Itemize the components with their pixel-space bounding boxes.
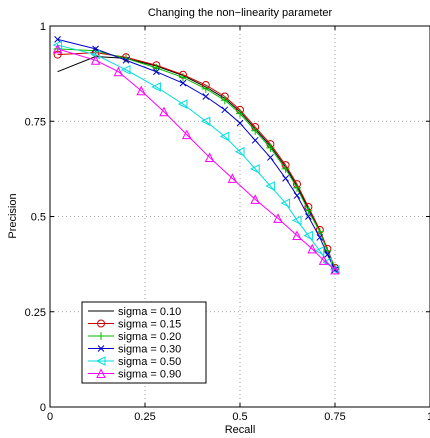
x-tick-label: 0.75 <box>324 411 345 423</box>
legend-marker <box>96 368 106 378</box>
series-line <box>57 48 336 269</box>
data-point <box>221 106 229 114</box>
y-tick-label: 0.25 <box>25 307 46 319</box>
series-5 <box>52 43 340 275</box>
x-axis-label: Recall <box>225 424 256 436</box>
data-point <box>329 265 340 275</box>
data-point <box>54 35 61 43</box>
data-point <box>179 73 187 82</box>
data-point <box>273 213 283 223</box>
y-tick-label: 0 <box>40 402 46 414</box>
legend-item: sigma = 0.30 <box>88 344 181 356</box>
data-point <box>122 54 130 63</box>
y-tick-label: 0.75 <box>25 116 46 128</box>
data-point <box>250 194 261 204</box>
data-point <box>251 136 259 144</box>
series-line <box>57 52 336 269</box>
data-point <box>220 96 229 105</box>
data-point <box>204 152 215 162</box>
legend-item: sigma = 0.10 <box>88 306 181 318</box>
data-point <box>292 230 302 241</box>
data-series <box>52 35 340 275</box>
data-point <box>153 68 160 76</box>
data-point <box>303 230 313 241</box>
data-point <box>120 65 131 75</box>
legend-box <box>81 301 207 384</box>
data-point <box>201 84 210 93</box>
data-point <box>291 215 302 226</box>
data-point <box>236 109 244 118</box>
x-tick-label: 0 <box>47 411 53 423</box>
series-line <box>57 38 336 271</box>
series-2 <box>53 44 339 272</box>
legend-label: sigma = 0.10 <box>118 306 181 318</box>
y-tick-label: 0.5 <box>31 212 46 224</box>
data-point <box>152 63 161 72</box>
data-point <box>236 119 244 127</box>
data-point <box>202 93 210 100</box>
data-point <box>330 264 340 275</box>
legend-label: sigma = 0.20 <box>118 331 181 343</box>
legend-label: sigma = 0.90 <box>118 369 181 381</box>
data-point <box>90 55 101 65</box>
data-point <box>92 45 99 53</box>
data-point <box>251 126 260 135</box>
data-point <box>52 43 63 54</box>
data-point <box>177 99 188 109</box>
data-point <box>151 82 161 92</box>
series-line <box>57 44 336 271</box>
legend-label: sigma = 0.30 <box>118 344 181 356</box>
legend-item: sigma = 0.20 <box>88 331 181 343</box>
data-point <box>280 198 291 208</box>
legend-item: sigma = 0.15 <box>88 319 181 331</box>
data-point <box>267 154 274 161</box>
data-point <box>324 251 331 258</box>
y-axis-label: Precision <box>7 193 19 238</box>
data-point <box>136 85 147 96</box>
data-point <box>318 255 329 265</box>
legend-label: sigma = 0.50 <box>118 356 181 368</box>
legend-marker <box>95 356 106 366</box>
data-point <box>227 173 238 183</box>
x-tick-label: 0.5 <box>232 411 247 423</box>
legend-item: sigma = 0.90 <box>88 368 181 381</box>
x-tick-label: 0.25 <box>134 411 155 423</box>
data-point <box>181 129 192 140</box>
grid-lines <box>50 26 430 407</box>
legend-marker <box>97 332 105 340</box>
data-point <box>52 40 63 50</box>
legend-marker <box>97 345 105 352</box>
x-tick-label: 1 <box>427 411 430 423</box>
data-point <box>219 131 230 142</box>
legend-item: sigma = 0.50 <box>88 356 181 368</box>
data-point <box>266 143 275 152</box>
axis-ticks: 0 0.25 0.5 0.75 1 0 0.25 0.5 0.75 1 <box>25 21 430 423</box>
data-point <box>282 175 289 182</box>
data-point <box>314 245 325 256</box>
data-point <box>200 116 211 127</box>
data-point <box>250 164 260 174</box>
data-point <box>305 213 312 220</box>
chart-title: Changing the non−linearity parameter <box>148 7 333 19</box>
data-point <box>122 56 130 64</box>
data-point <box>159 106 169 117</box>
data-point <box>316 234 324 241</box>
data-point <box>113 66 124 77</box>
data-point <box>293 183 301 192</box>
legend-label: sigma = 0.15 <box>118 319 181 331</box>
data-point <box>307 243 318 254</box>
data-point <box>293 192 301 199</box>
data-point <box>234 146 245 157</box>
data-point <box>265 181 275 191</box>
y-tick-label: 1 <box>40 21 46 33</box>
legend-marker <box>97 319 105 328</box>
data-point <box>281 164 290 173</box>
data-point <box>179 79 187 87</box>
